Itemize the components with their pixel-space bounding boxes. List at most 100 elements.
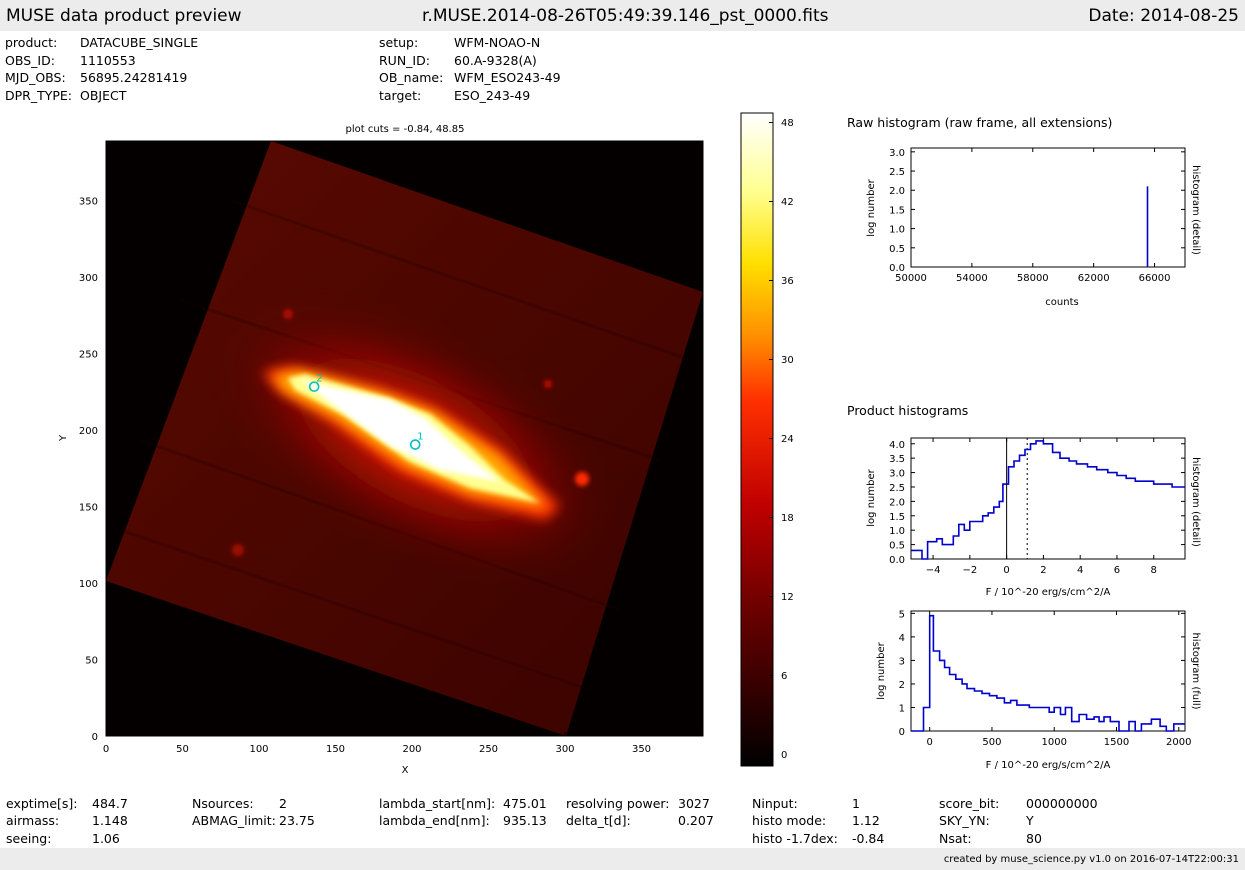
y-tick-label: 2.0 <box>889 497 905 508</box>
stat-label: SKY_YN: <box>939 813 990 829</box>
x-tick-label: 54000 <box>956 273 988 284</box>
field-source <box>232 544 244 556</box>
x-tick-label: 66000 <box>1139 273 1171 284</box>
full-histogram-y2label: histogram (full) <box>1190 632 1201 709</box>
y-tick-label: 0 <box>92 732 98 743</box>
colorbar-tick-label: 0 <box>781 750 787 761</box>
colorbar-tick-label: 6 <box>781 671 787 682</box>
x-tick-label: 4 <box>1077 565 1083 576</box>
footer-values-col1: 484.7 1.148 1.06 <box>92 795 128 847</box>
stat-label: resolving power: <box>566 796 670 811</box>
x-tick-label: 1500 <box>1104 737 1129 748</box>
file-name: r.MUSE.2014-08-26T05:49:39.146_pst_0000.… <box>422 6 829 26</box>
app-title: MUSE data product preview <box>6 6 242 26</box>
info-value: 56895.24281419 <box>80 70 188 85</box>
info-values-left: DATACUBE_SINGLE 1110553 56895.24281419 O… <box>80 34 198 104</box>
stat-value: 0.207 <box>678 813 714 829</box>
info-label: setup: <box>379 35 419 50</box>
info-value: ESO_243-49 <box>454 87 531 103</box>
stat-label: seeing: <box>6 830 52 846</box>
stat-value: 935.13 <box>503 813 547 829</box>
info-value: 60.A-9328(A) <box>454 52 537 68</box>
footer-labels-col6: score_bit: SKY_YN: Nsat: <box>939 795 999 847</box>
y-tick-label: 2.5 <box>889 483 905 494</box>
source-markers: 1 2 <box>308 374 424 450</box>
info-label: product: <box>5 35 58 50</box>
image-y-ticks: 0 50 100 150 200 250 300 350 <box>79 197 110 743</box>
product-histogram-full: 0 500 1000 1500 2000 0 1 2 3 4 5 F / 10^-20 erg/s/… <box>876 609 1201 771</box>
full-histogram-xlabel: F / 10^-20 erg/s/cm^2/A <box>986 760 1111 771</box>
info-value: WFM_ESO243-49 <box>454 70 561 85</box>
detail-histogram-frame <box>910 437 1186 560</box>
y-tick-label: 0.0 <box>889 555 905 566</box>
info-label: DPR_TYPE: <box>5 87 73 103</box>
y-tick-label: 1.5 <box>889 205 905 216</box>
info-values-mid: WFM-NOAO-N 60.A-9328(A) WFM_ESO243-49 ES… <box>454 34 561 104</box>
stat-value: 000000000 <box>1026 796 1098 811</box>
y-tick-label: 3.0 <box>889 469 905 480</box>
x-axis-label: X <box>402 765 409 776</box>
y-tick-label: 150 <box>79 503 98 514</box>
stat-value: -0.84 <box>852 830 885 846</box>
stat-label: ABMAG_limit: <box>192 813 276 829</box>
footer-values-col4: 3027 0.207 <box>678 795 714 830</box>
title-bar <box>0 0 1245 31</box>
x-tick-label: 0 <box>103 744 109 755</box>
field-source <box>544 380 552 388</box>
image-panel: plot cuts = -0.84, 48.85 1 2 0 50 <box>58 124 704 776</box>
y-tick-label: 2 <box>899 680 905 691</box>
cube-image <box>106 141 703 736</box>
info-label: target: <box>379 87 422 103</box>
x-tick-label: 6 <box>1114 565 1120 576</box>
date-value: 2014-08-25 <box>1140 6 1239 26</box>
x-tick-label: 0 <box>926 737 932 748</box>
stat-value: 2 <box>279 796 287 811</box>
colorbar-tick-label: 42 <box>781 197 794 208</box>
field-source <box>283 309 293 319</box>
x-tick-label: 350 <box>632 744 651 755</box>
y-tick-label: 200 <box>79 426 98 437</box>
colorbar-tick-label: 12 <box>781 592 794 603</box>
x-tick-label: 300 <box>555 744 574 755</box>
stat-label: Nsources: <box>192 796 254 811</box>
footer-labels-col5: Ninput: histo mode: histo -1.7dex: <box>752 795 838 847</box>
y-tick-label: 0.0 <box>889 263 905 274</box>
raw-histogram-ylabel: log number <box>866 178 877 236</box>
plot-title: plot cuts = -0.84, 48.85 <box>346 124 465 135</box>
raw-histogram-title: Raw histogram (raw frame, all extensions… <box>847 115 1113 130</box>
y-tick-label: 0.5 <box>889 541 905 552</box>
y-tick-label: 1.5 <box>889 512 905 523</box>
stat-value: 1.12 <box>852 813 880 829</box>
colorbar-ticks: 0 6 12 18 24 30 36 42 48 <box>769 118 794 761</box>
y-tick-label: 250 <box>79 350 98 361</box>
raw-histogram-y2label: histogram (detail) <box>1190 165 1201 255</box>
histogram-line <box>911 440 1185 560</box>
stat-label: score_bit: <box>939 796 1000 811</box>
y-tick-label: 3 <box>899 656 905 667</box>
stat-label: lambda_end[nm]: <box>379 813 490 829</box>
info-label: OB_name: <box>379 70 444 85</box>
x-tick-label: 2000 <box>1166 737 1191 748</box>
image-x-ticks: 0 50 100 150 200 250 300 350 <box>103 732 651 755</box>
detail-histogram-ylabel: log number <box>866 468 877 526</box>
source-label-1: 1 <box>417 432 423 443</box>
product-histograms-title: Product histograms <box>847 403 969 418</box>
x-tick-label: 500 <box>982 737 1001 748</box>
source-label-2: 2 <box>316 374 322 385</box>
stat-value: 475.01 <box>503 796 547 811</box>
stat-label: airmass: <box>6 813 60 829</box>
y-tick-label: 1.0 <box>889 225 905 236</box>
stat-label: delta_t[d]: <box>566 813 631 829</box>
created-by-note: created by muse_science.py v1.0 on 2016-… <box>943 854 1239 865</box>
histogram-line <box>911 614 1185 732</box>
product-histogram-detail: −4 −2 0 2 4 6 8 0.0 0.5 1.0 1.5 2.0 2.5 3.0 3.5 4.0 F /… <box>866 437 1201 598</box>
field-source <box>575 472 589 486</box>
y-axis-label: Y <box>58 434 69 442</box>
info-label: RUN_ID: <box>379 52 430 68</box>
colorbar-tick-label: 30 <box>781 355 794 366</box>
colorbar-tick-label: 36 <box>781 276 794 287</box>
footer-labels-col3: lambda_start[nm]: lambda_end[nm]: <box>379 795 495 830</box>
info-labels-mid: setup: RUN_ID: OB_name: target: <box>379 34 443 104</box>
raw-histogram-frame <box>910 147 1186 268</box>
y-tick-label: 100 <box>79 579 98 590</box>
